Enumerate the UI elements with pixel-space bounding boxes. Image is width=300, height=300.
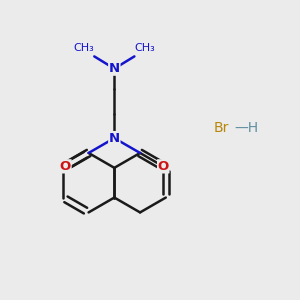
Text: N: N bbox=[109, 132, 120, 145]
Text: O: O bbox=[158, 160, 169, 173]
Text: CH₃: CH₃ bbox=[74, 43, 94, 53]
Text: CH₃: CH₃ bbox=[134, 43, 155, 53]
Text: N: N bbox=[109, 62, 120, 75]
Text: Br: Br bbox=[214, 121, 229, 135]
Text: —H: —H bbox=[235, 121, 259, 135]
Text: O: O bbox=[60, 160, 71, 173]
